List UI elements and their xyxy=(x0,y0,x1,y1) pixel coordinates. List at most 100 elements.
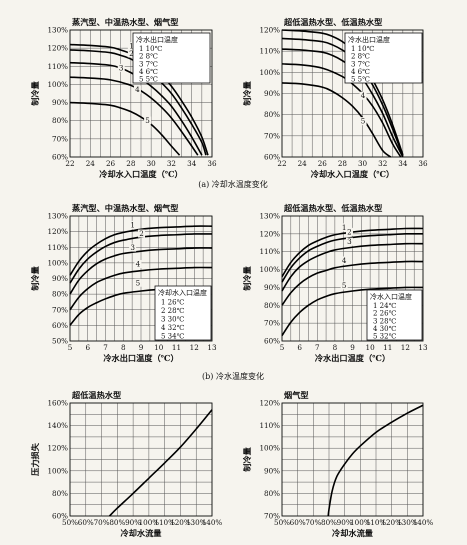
curve-label-bg xyxy=(340,223,348,232)
curve-label-bg xyxy=(340,256,348,265)
curve-label-bg xyxy=(144,116,152,125)
legend-item: 4 6℃ xyxy=(139,68,158,76)
series-line-5 xyxy=(281,82,392,158)
chart-p5: 50% 60% 70% 80% 90%100%110%120%130%140%60%80… xyxy=(30,390,222,538)
y-tick-label: 140% xyxy=(47,421,68,430)
legend-item: 1 10℃ xyxy=(139,45,163,53)
curve-label-bg xyxy=(138,229,145,238)
x-tick-label: 80% xyxy=(321,518,337,527)
curve-label: 4 xyxy=(135,85,140,94)
legend-box xyxy=(366,289,423,341)
curve-label: 5 xyxy=(136,278,141,287)
x-axis-label: 冷却水入口温度（℃） xyxy=(99,169,183,179)
x-tick-label: 80% xyxy=(109,518,125,527)
y-tick-label: 120% xyxy=(47,227,68,236)
y-tick-label: 100% xyxy=(259,265,280,274)
y-tick-label: 110% xyxy=(259,421,280,430)
curve-label-bg xyxy=(340,281,348,290)
chart-p3: 5 6 7 8 9 10 11 12 1350%60%70%80%90%100%110%120%… xyxy=(30,203,217,363)
curve-label: 2 xyxy=(347,227,352,236)
curve-label-bg xyxy=(134,278,142,287)
curve-label: 5 xyxy=(361,117,366,126)
y-axis-label: 压力损失 xyxy=(30,442,40,476)
legend-box xyxy=(132,32,211,84)
x-tick-label: 36 xyxy=(418,159,428,168)
curve-label-bg xyxy=(133,85,141,94)
y-tick-label: 100% xyxy=(259,444,280,453)
y-tick-label: 120% xyxy=(259,26,280,35)
curve-label: 2 xyxy=(139,229,144,238)
curve-label: 3 xyxy=(347,237,352,246)
plot-frame xyxy=(69,402,213,517)
x-tick-label: 22 xyxy=(65,159,74,168)
plot-frame xyxy=(281,402,424,517)
x-tick-label: 34 xyxy=(187,159,197,168)
y-tick-label: 110% xyxy=(259,247,280,256)
curve-label-bg xyxy=(345,227,353,236)
series-line-3 xyxy=(69,247,213,295)
x-tick-label: 34 xyxy=(398,159,408,168)
legend-item: 3 7℃ xyxy=(351,60,370,68)
curve-label: 2 xyxy=(129,49,134,58)
y-tick-label: 100% xyxy=(47,258,68,267)
x-tick-label: 130% xyxy=(397,518,418,527)
legend-title: 冷水出口温度 xyxy=(136,35,178,44)
x-tick-label: 28 xyxy=(338,159,348,168)
x-tick-label: 24 xyxy=(86,159,96,168)
plot-frame xyxy=(69,29,213,158)
x-tick-label: 60% xyxy=(290,518,306,527)
chart-p2: 22 24 26 28 30 32 34 36 60% 70% 80% 90% 100% 110% 120%… xyxy=(242,17,428,179)
legend-item: 5 5℃ xyxy=(139,75,158,83)
y-axis-label: 制冷量 xyxy=(242,447,252,472)
y-tick-label: 90% xyxy=(52,274,68,283)
series-line-2 xyxy=(281,232,424,283)
curve-label: 5 xyxy=(342,281,347,290)
legend-item: 4 6℃ xyxy=(351,68,370,76)
x-tick-label: 26 xyxy=(106,159,116,168)
legend-title: 冷却水入口温度 xyxy=(158,288,207,297)
y-tick-label: 100% xyxy=(47,466,68,475)
chart-p4: 5 6 7 8 9 10 11 12 1360%70%80%90%100%110%120%130… xyxy=(242,203,428,363)
legend-title: 冷水出口温度 xyxy=(348,35,390,44)
series-line-curve-1 xyxy=(108,409,213,517)
x-tick-label: 9 xyxy=(350,343,355,352)
y-tick-label: 60% xyxy=(52,153,68,162)
chart-title: 蒸汽型、中温热水型、烟气型 xyxy=(72,17,178,27)
y-tick-label: 120% xyxy=(259,229,280,238)
caption-a: (a) 冷却水温度变化 xyxy=(198,179,268,189)
x-tick-label: 70% xyxy=(94,518,110,527)
curve-label: 4 xyxy=(342,256,347,265)
curve-label-bg xyxy=(359,117,367,126)
y-tick-label: 70% xyxy=(52,305,68,314)
curve-label-bg xyxy=(117,63,125,72)
curve-label: 3 xyxy=(119,63,124,72)
caption-b: (b) 冷水温度变化 xyxy=(202,371,264,381)
x-tick-label: 13 xyxy=(207,343,217,352)
x-tick-label: 26 xyxy=(318,159,328,168)
y-tick-label: 80% xyxy=(52,489,68,498)
x-tick-label: 50% xyxy=(62,518,78,527)
x-tick-label: 13 xyxy=(418,343,428,352)
legend-item: 1 26℃ xyxy=(161,299,185,307)
x-tick-label: 8 xyxy=(121,343,126,352)
y-tick-label: 60% xyxy=(264,337,280,346)
x-axis-label: 冷却水流量 xyxy=(332,528,373,538)
y-axis-label: 制冷量 xyxy=(30,81,40,106)
y-tick-label: 110% xyxy=(47,243,68,252)
curve-label-bg xyxy=(129,243,137,252)
x-tick-label: 11 xyxy=(383,343,392,352)
y-tick-label: 90% xyxy=(264,283,280,292)
legend-item: 4 30℃ xyxy=(373,325,397,333)
chart-title: 超低温热水型 xyxy=(71,390,121,400)
x-axis-label: 冷却水流量 xyxy=(121,528,162,538)
series-line-4 xyxy=(69,76,199,156)
x-tick-label: 100% xyxy=(350,518,371,527)
x-tick-label: 100% xyxy=(139,518,160,527)
y-tick-label: 110% xyxy=(47,62,68,71)
legend-item: 2 8℃ xyxy=(351,53,370,61)
curve-label: 1 xyxy=(130,220,135,229)
y-tick-label: 120% xyxy=(259,399,280,408)
x-tick-label: 7 xyxy=(315,343,320,352)
curve-label: 4 xyxy=(361,91,366,100)
